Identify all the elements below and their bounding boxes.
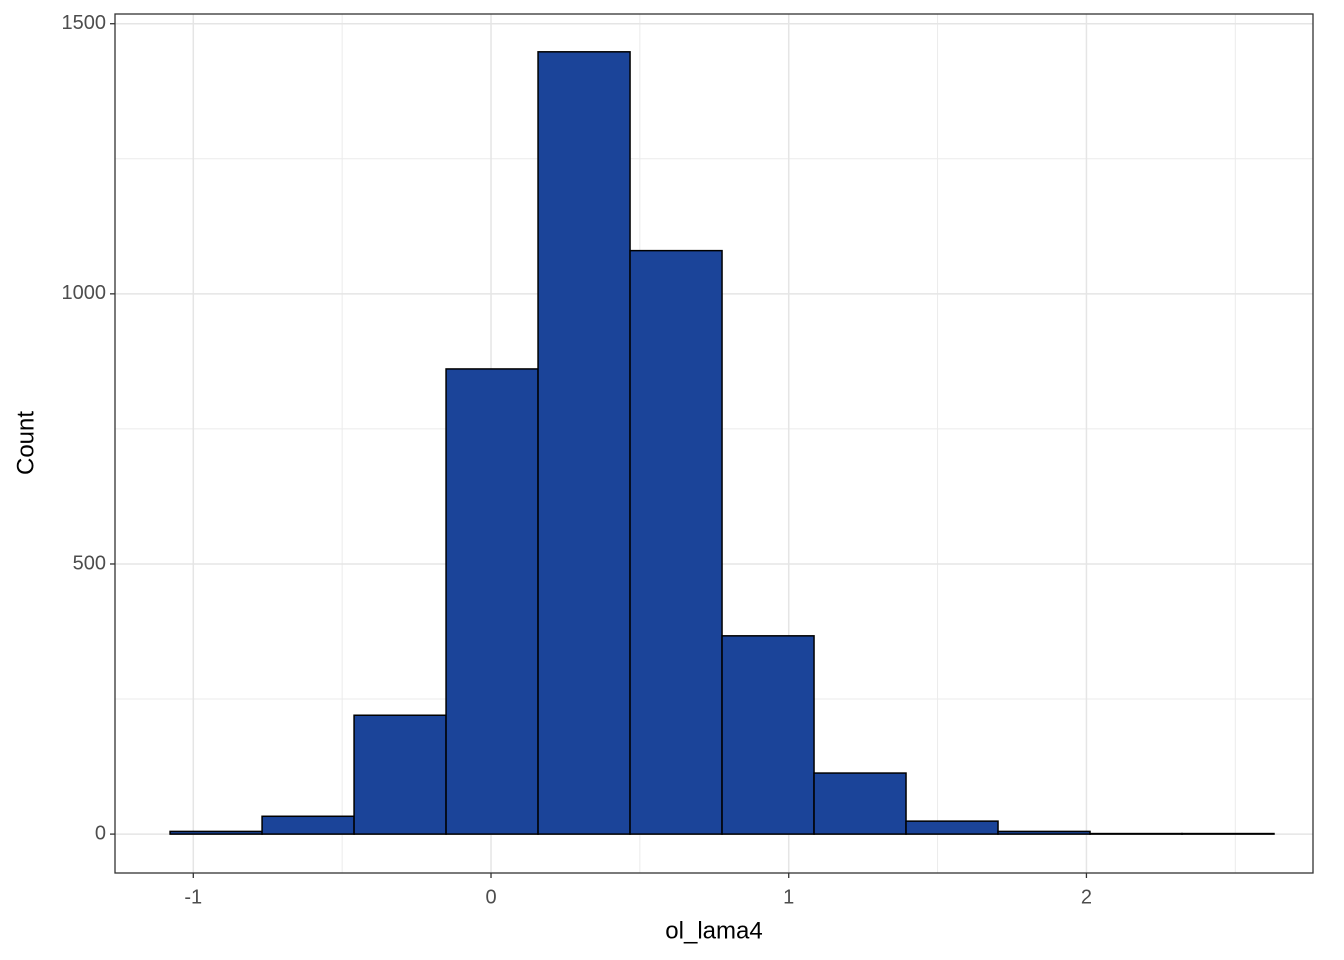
y-tick-label: 1500: [62, 12, 107, 34]
x-axis-title: ol_lama4: [665, 917, 762, 944]
y-tick-label: 500: [73, 552, 106, 574]
bar: [721, 635, 815, 835]
bar: [629, 249, 723, 835]
x-tick-label: 0: [485, 886, 496, 908]
bar: [169, 830, 263, 835]
bar: [261, 815, 355, 835]
bar: [905, 820, 999, 835]
x-tick-label: -1: [184, 886, 202, 908]
bar: [813, 772, 907, 835]
y-tick-label: 0: [95, 822, 106, 844]
y-axis-title: Count: [12, 411, 39, 475]
bar: [537, 51, 631, 835]
bar: [353, 714, 447, 835]
bar: [445, 368, 539, 835]
bar: [997, 830, 1091, 835]
bar: [1181, 832, 1275, 835]
y-tick-label: 1000: [62, 282, 107, 304]
x-tick-label: 1: [783, 886, 794, 908]
bar: [1089, 832, 1183, 835]
x-tick-label: 2: [1081, 886, 1092, 908]
panel-border: [114, 13, 1314, 874]
